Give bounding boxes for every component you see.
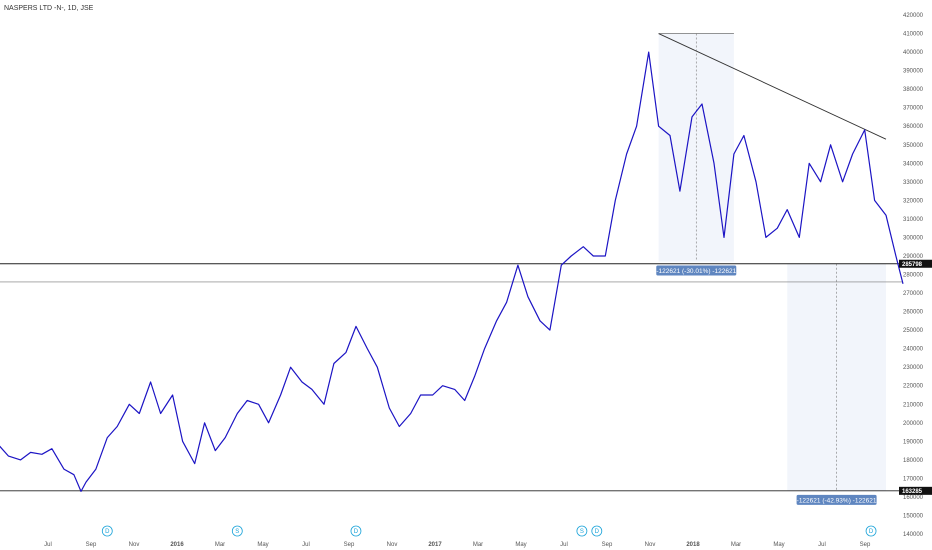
y-tick-label: 270000	[903, 291, 924, 297]
event-marker-label: D	[869, 529, 874, 535]
measure-label-text: -122621 (-30.01%) -122621	[656, 268, 736, 275]
y-tick-label: 320000	[903, 198, 924, 204]
y-tick-label: 370000	[903, 106, 924, 112]
x-tick-label: May	[257, 542, 268, 548]
x-tick-label: Nov	[387, 542, 398, 548]
y-tick-label: 200000	[903, 421, 924, 427]
x-tick-label: Mar	[731, 542, 741, 548]
y-tick-label: 310000	[903, 217, 924, 223]
y-tick-label: 170000	[903, 476, 924, 482]
x-tick-label: May	[515, 542, 526, 548]
y-tick-label: 400000	[903, 50, 924, 56]
x-tick-label: Nov	[129, 542, 140, 548]
y-tick-label: 230000	[903, 365, 924, 371]
y-tick-label: 250000	[903, 328, 924, 334]
price-tag-label: 285798	[902, 262, 923, 268]
event-marker-label: D	[354, 529, 359, 535]
event-marker-label: S	[580, 529, 584, 535]
event-marker-label: D	[105, 529, 110, 535]
event-marker-label: S	[235, 529, 239, 535]
y-tick-label: 240000	[903, 347, 924, 353]
y-tick-label: 160000	[903, 495, 924, 501]
y-tick-label: 220000	[903, 384, 924, 390]
price-tag-label: 163285	[902, 489, 923, 495]
x-tick-label: Jul	[818, 542, 826, 548]
y-tick-label: 390000	[903, 69, 924, 75]
measure-label-text: -122621 (-42.93%) -122621	[797, 497, 877, 504]
y-tick-label: 210000	[903, 402, 924, 408]
y-tick-label: 180000	[903, 458, 924, 464]
x-tick-label: Mar	[473, 542, 483, 548]
y-tick-label: 340000	[903, 161, 924, 167]
y-axis: 140000 150000 160000 170000 180000 190000 2000…	[903, 13, 924, 538]
chart-title: NASPERS LTD -N-, 1D, JSE	[4, 5, 94, 12]
y-tick-label: 140000	[903, 532, 924, 538]
y-tick-label: 330000	[903, 180, 924, 186]
y-tick-label: 150000	[903, 513, 924, 519]
y-tick-label: 260000	[903, 310, 924, 316]
y-tick-label: 300000	[903, 235, 924, 241]
y-tick-label: 420000	[903, 13, 924, 19]
x-tick-label: 2018	[686, 542, 700, 548]
x-tick-label: Sep	[602, 542, 613, 548]
y-tick-label: 350000	[903, 143, 924, 149]
x-tick-label: May	[773, 542, 784, 548]
x-tick-label: Sep	[344, 542, 355, 548]
x-tick-label: Sep	[86, 542, 97, 548]
y-tick-label: 190000	[903, 439, 924, 445]
x-tick-label: Jul	[560, 542, 568, 548]
y-tick-label: 360000	[903, 124, 924, 130]
x-tick-label: Nov	[645, 542, 656, 548]
y-tick-label: 290000	[903, 254, 924, 260]
y-tick-label: 380000	[903, 87, 924, 93]
x-tick-label: 2017	[428, 542, 442, 548]
y-tick-label: 280000	[903, 273, 924, 279]
x-tick-label: Jul	[44, 542, 52, 548]
event-marker-label: D	[595, 529, 600, 535]
x-tick-label: Jul	[302, 542, 310, 548]
x-tick-label: 2016	[170, 542, 184, 548]
x-tick-label: Sep	[860, 542, 871, 548]
y-tick-label: 410000	[903, 32, 924, 38]
x-tick-label: Mar	[215, 542, 225, 548]
